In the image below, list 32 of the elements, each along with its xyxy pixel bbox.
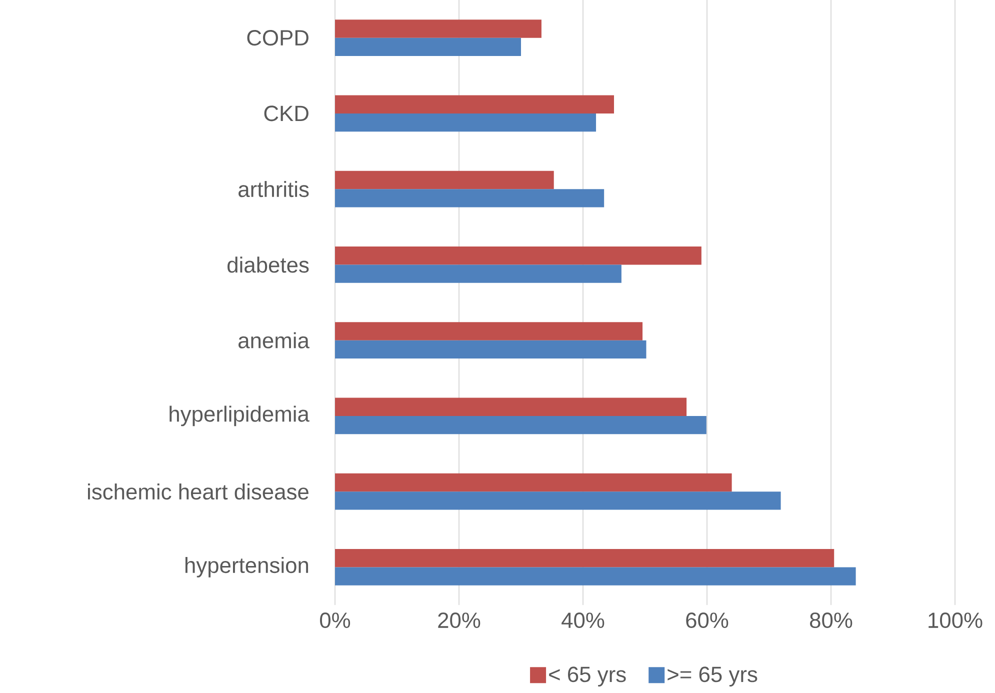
bar	[334, 549, 834, 568]
bar	[334, 246, 702, 265]
legend-label: < 65 yrs	[549, 666, 626, 687]
x-tick-label: 20%	[438, 612, 480, 628]
y-tick-label: COPD	[247, 30, 308, 46]
y-tick-label: ischemic heart disease	[88, 484, 308, 500]
x-tick-label: 40%	[562, 612, 604, 628]
bar	[334, 38, 521, 56]
bar	[334, 95, 614, 114]
x-tick-label: 80%	[810, 612, 852, 628]
x-tick-label: 60%	[686, 612, 728, 628]
y-tick-label: arthritis	[238, 181, 309, 198]
y-tick-label: anemia	[238, 332, 310, 348]
x-tick-label: 100%	[928, 612, 982, 628]
bar	[334, 170, 554, 190]
bar	[334, 322, 643, 340]
bar	[334, 492, 781, 510]
y-tick-label: diabetes	[228, 256, 309, 273]
bar	[334, 473, 732, 492]
bar	[334, 189, 604, 208]
bar	[334, 416, 706, 434]
y-tick-label: hyperlipidemia	[170, 406, 310, 426]
bar	[334, 398, 687, 416]
bar	[334, 340, 646, 358]
bar	[334, 113, 596, 132]
bar	[334, 567, 856, 586]
bar	[334, 264, 622, 283]
bar	[334, 20, 542, 38]
x-tick-label: 0%	[320, 612, 350, 628]
legend-label: >= 65 yrs	[668, 666, 758, 687]
y-tick-label: CKD	[264, 106, 308, 122]
y-tick-label: hypertension	[185, 556, 308, 578]
